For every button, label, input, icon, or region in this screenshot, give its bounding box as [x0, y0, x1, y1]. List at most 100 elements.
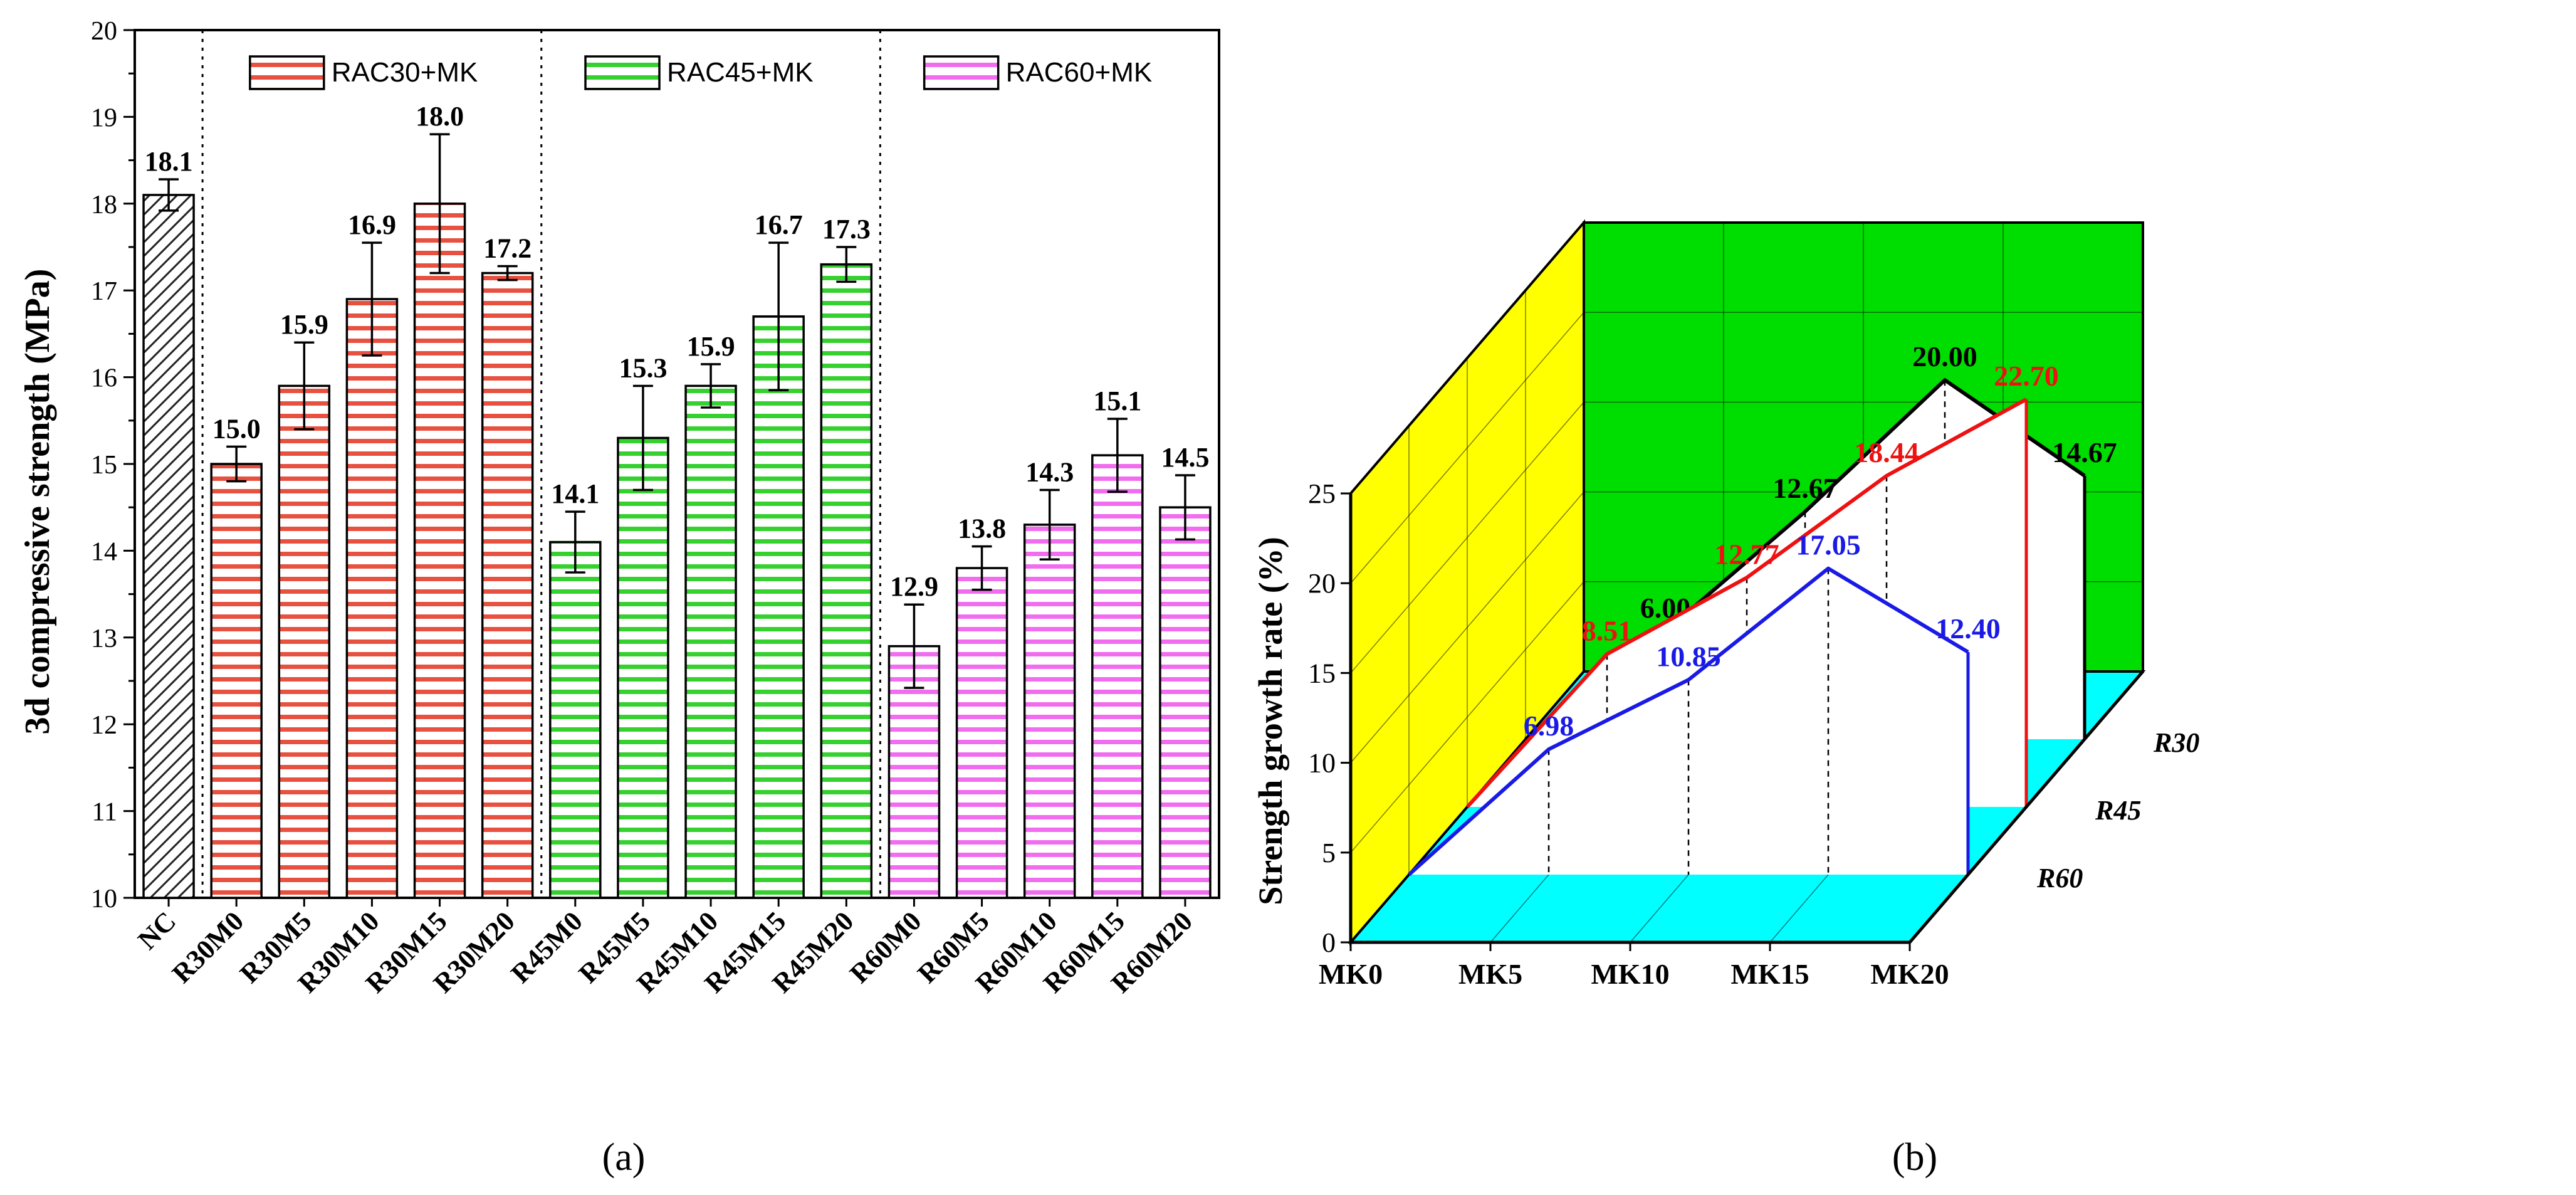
bar-r30m0 [210, 463, 263, 899]
depth-axis-line [1908, 670, 2144, 944]
b-y-tick-label-0: 0 [1322, 927, 1336, 958]
bar-r60m5 [955, 567, 1008, 899]
data-label-nc: 18.1 [145, 146, 193, 177]
bar-r30m15 [413, 203, 466, 899]
y-tick-label-17: 17 [91, 277, 117, 306]
data-label-r30m20: 17.2 [483, 233, 531, 263]
b-y-tick-label-15: 15 [1308, 658, 1336, 688]
data-label-r45-mk5: 8.51 [1582, 614, 1633, 646]
y-tick-label-20: 20 [91, 17, 117, 46]
bar-r60m10 [1023, 524, 1076, 899]
error-bar-r30m0 [226, 445, 247, 483]
error-bar-r60m15 [1107, 418, 1128, 493]
data-label-r60m15: 15.1 [1093, 386, 1141, 416]
series-r60: 6.98 10.85 17.05 12.40 R60 [1407, 529, 2083, 893]
panel-b-3d-line-chart: 6.0012.6720.0014.67R308.5112.7718.4422.7… [1252, 219, 2199, 1179]
y-tick-label-13: 13 [91, 624, 117, 653]
data-label-r60-mk20: 12.40 [1935, 613, 2001, 645]
legend-item-rac30-mk: RAC30+MK [249, 55, 478, 90]
panel-b-axes: 0 5 10 15 20 25 MK0 MK5 MK10 MK15 MK20 [1308, 478, 2144, 990]
bar-r60m15 [1091, 454, 1144, 899]
y-tick-label-16: 16 [91, 364, 117, 393]
legend-label: RAC60+MK [1006, 57, 1153, 88]
b-x-tick-label-mk15: MK15 [1730, 958, 1809, 990]
data-label-r45-mk20: 22.70 [1994, 360, 2059, 392]
legend-label: RAC30+MK [332, 57, 478, 88]
error-bar-r45m10 [701, 363, 721, 409]
data-label-r60-mk10: 10.85 [1656, 640, 1721, 672]
y-tick-label-15: 15 [91, 451, 117, 480]
y-tick-label-11: 11 [92, 798, 117, 827]
y-tick-label-19: 19 [91, 103, 117, 132]
y-tick-label-14: 14 [91, 537, 117, 566]
data-label-r30-mk20: 14.67 [2052, 436, 2117, 468]
panel-b-lines: 6.0012.6720.0014.67R308.5112.7718.4422.7… [1407, 340, 2199, 893]
data-label-r30-mk15: 20.00 [1912, 340, 1977, 372]
bar-r30m20 [481, 271, 534, 899]
error-bar-r30m20 [497, 265, 518, 282]
error-bar-r45m20 [836, 246, 857, 283]
b-y-tick-label-25: 25 [1308, 478, 1336, 509]
b-y-tick-label-20: 20 [1308, 568, 1336, 599]
error-bar-r30m10 [362, 241, 382, 357]
data-label-r45m10: 15.9 [687, 331, 735, 362]
data-label-r45m15: 16.7 [755, 209, 803, 240]
bar-nc [142, 194, 195, 899]
error-bar-r30m5 [294, 341, 315, 431]
panel-a-y-axis-label: 3d compressive strength (MPa) [18, 269, 57, 735]
data-label-r30m15: 18.0 [416, 101, 464, 132]
data-label-r30-mk10: 12.67 [1772, 472, 1838, 504]
bar-r30m10 [345, 298, 399, 899]
error-bar-r60m20 [1175, 474, 1195, 541]
data-label-r60-mk15: 17.05 [1796, 529, 1861, 561]
error-bar-r60m0 [904, 603, 924, 689]
series-line-r60 [1407, 566, 1969, 877]
data-label-r60m10: 14.3 [1025, 457, 1074, 488]
data-label-r60m20: 14.5 [1161, 442, 1209, 473]
panel-b-label: (b) [1892, 1136, 1937, 1179]
panel-a-bar-chart: NCR30M0R30M5R30M10R30M15R30M20R45M0R45M5… [18, 17, 1220, 1179]
panel-a-bars: 18.1 15.0 15.9 16.9 18.0 17.2 14.1 15.3 15.9 16.7… [142, 101, 1212, 899]
legend-swatch [584, 55, 661, 90]
data-label-r45m0: 14.1 [551, 478, 599, 509]
legend-label: RAC45+MK [667, 57, 814, 88]
data-label-r45m20: 17.3 [822, 214, 871, 245]
series-line-r45 [1465, 397, 2028, 809]
series-label-r30: R30 [2153, 727, 2199, 758]
y-tick-label-12: 12 [91, 711, 117, 740]
series-label-r45: R45 [2095, 795, 2141, 826]
error-bar-nc [159, 178, 179, 212]
error-bar-r30m15 [429, 133, 450, 275]
error-bar-r45m0 [565, 510, 585, 574]
b-y-tick-label-10: 10 [1308, 748, 1336, 779]
series-label-r60: R60 [2036, 863, 2083, 893]
data-label-r60m5: 13.8 [958, 513, 1006, 544]
b-y-tick-label-5: 5 [1322, 838, 1336, 868]
b-x-tick-label-mk5: MK5 [1458, 958, 1522, 990]
bar-r45m0 [549, 540, 602, 899]
bar-r45m20 [820, 263, 873, 899]
x-tick-label-r60m0: R60M0 [844, 905, 927, 989]
legend-item-rac60-mk: RAC60+MK [923, 55, 1153, 90]
data-label-r30m5: 15.9 [280, 309, 328, 340]
error-bar-r45m15 [768, 241, 789, 392]
error-bar-r60m5 [971, 545, 992, 591]
x-tick-label-r45m0: R45M0 [505, 905, 589, 989]
panel-a-label: (a) [602, 1136, 646, 1179]
b-x-tick-label-mk10: MK10 [1591, 958, 1669, 990]
data-label-r60m0: 12.9 [890, 571, 938, 602]
data-label-r45-mk15: 18.44 [1854, 436, 1919, 468]
data-label-r30m10: 16.9 [348, 209, 396, 240]
legend-swatch [249, 55, 325, 90]
bar-r60m20 [1159, 506, 1212, 899]
error-bar-r60m10 [1039, 488, 1060, 561]
panel-b-y-axis-label: Strength growth rate (%) [1252, 537, 1289, 905]
error-bar-r45m5 [632, 384, 653, 492]
data-label-r30m0: 15.0 [212, 413, 261, 444]
legend-swatch [923, 55, 1000, 90]
data-label-r60-mk5: 6.98 [1524, 710, 1574, 742]
legend-item-rac45-mk: RAC45+MK [584, 55, 814, 90]
data-label-r45m5: 15.3 [619, 352, 667, 383]
b-x-tick-label-mk0: MK0 [1319, 958, 1383, 990]
